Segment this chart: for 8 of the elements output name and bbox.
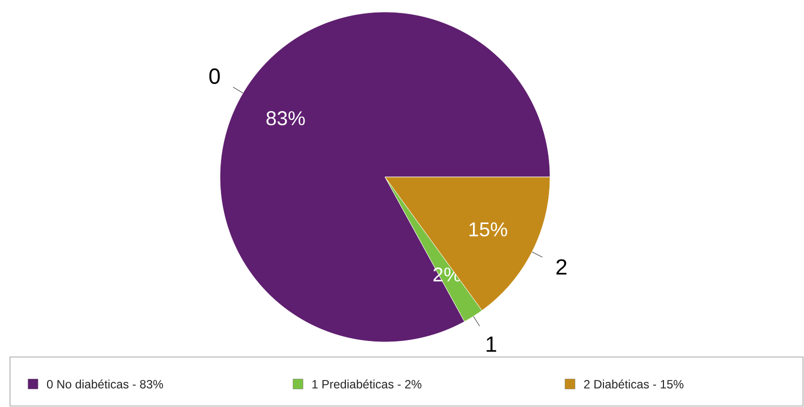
- legend-label: 0 No diabéticas - 83%: [46, 380, 164, 388]
- legend-label: 1 Prediabéticas - 2%: [312, 380, 422, 388]
- data-label: 83%: [266, 111, 305, 126]
- text: 1: [486, 336, 496, 352]
- text: 0: [209, 68, 220, 84]
- text: 2: [556, 259, 566, 275]
- legend-label: 2 Diabéticas - 15%: [584, 380, 684, 388]
- data-label: 15%: [469, 222, 508, 236]
